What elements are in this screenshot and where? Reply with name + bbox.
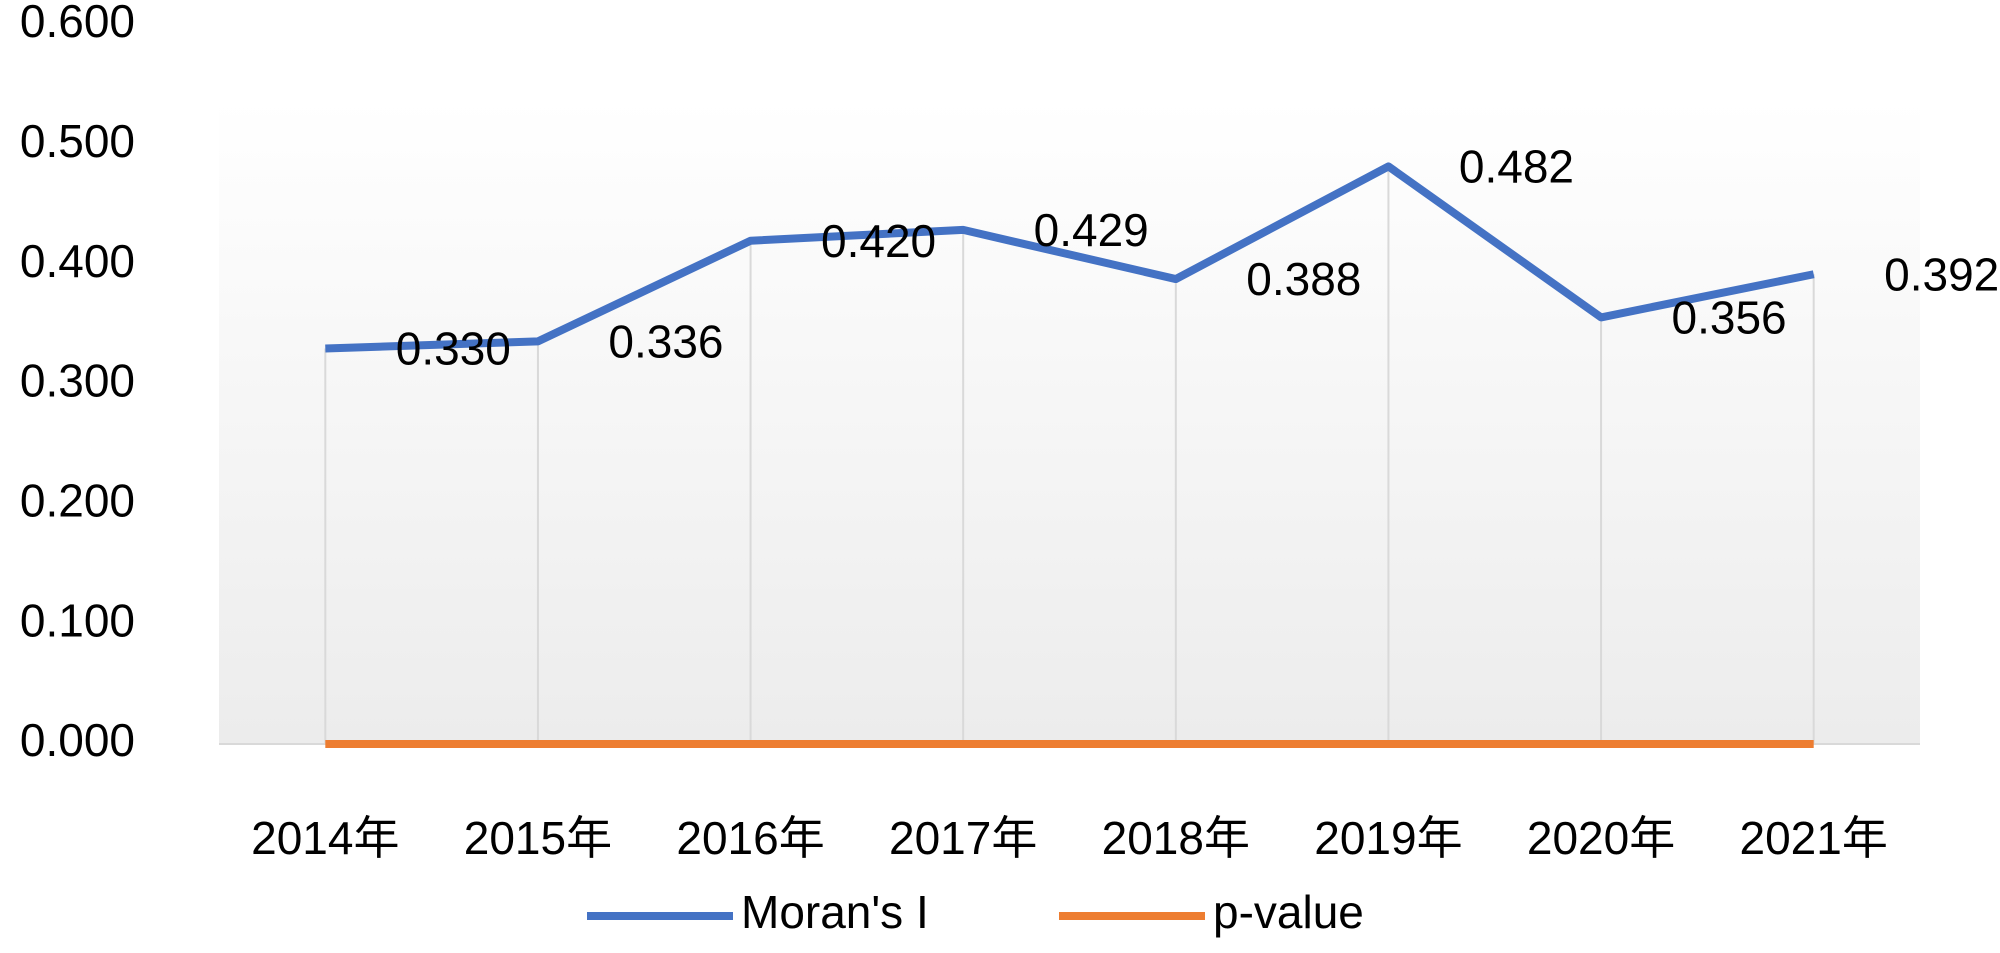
plot-background [219,100,1920,744]
y-tick-label: 0.600 [20,0,135,47]
x-tick-label: 2015年 [464,812,612,864]
x-tick-label: 2020年 [1527,812,1675,864]
data-label: 0.482 [1459,141,1574,193]
data-label: 0.336 [608,316,723,368]
y-tick-label: 0.300 [20,355,135,407]
y-tick-label: 0.200 [20,474,135,526]
data-label: 0.356 [1672,292,1787,344]
data-label: 0.429 [1034,204,1149,256]
x-tick-label: 2019年 [1314,812,1462,864]
y-tick-label: 0.100 [20,594,135,646]
data-label: 0.330 [396,323,511,375]
data-label: 0.392 [1884,248,1999,300]
x-tick-label: 2016年 [676,812,824,864]
y-tick-label: 0.400 [20,235,135,287]
x-tick-label: 2021年 [1740,812,1888,864]
x-tick-label: 2014年 [251,812,399,864]
series-line [325,162,1815,353]
data-label: 0.388 [1246,253,1361,305]
y-tick-label: 0.500 [20,115,135,167]
x-tick-label: 2018年 [1102,812,1250,864]
legend-label: Moran's I [741,886,929,938]
data-label: 0.420 [821,215,936,267]
x-tick-label: 2017年 [889,812,1037,864]
y-tick-label: 0.000 [20,714,135,766]
legend-label: p-value [1213,886,1364,938]
